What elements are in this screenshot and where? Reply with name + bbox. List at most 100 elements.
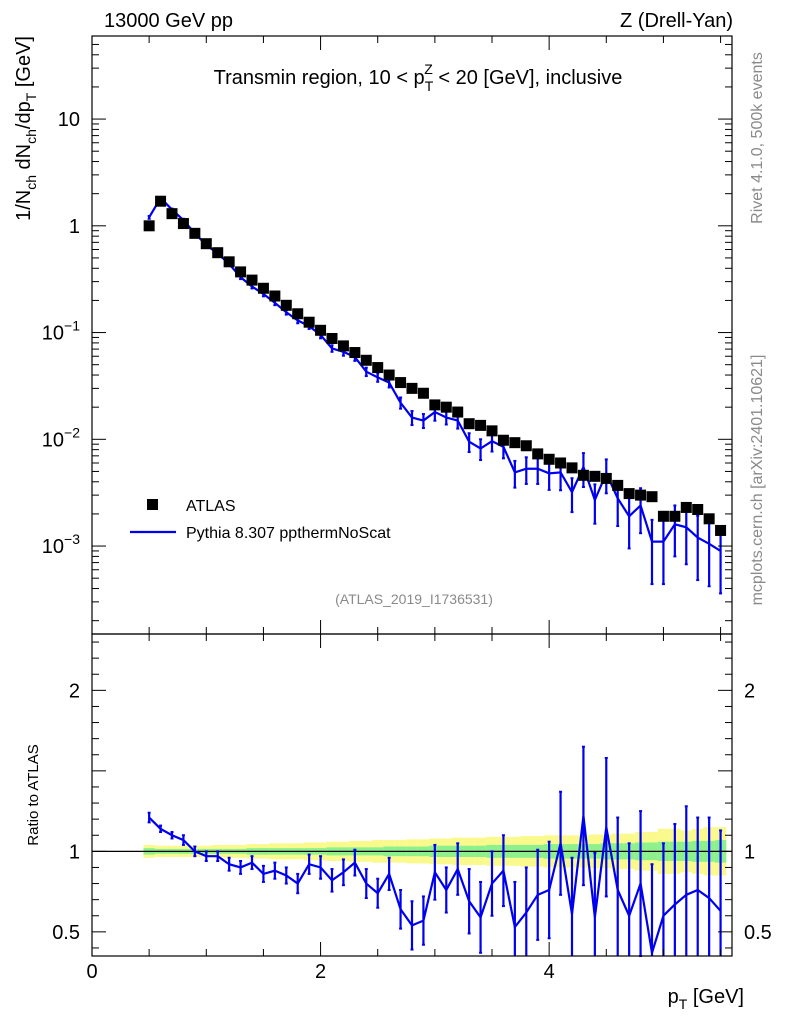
atlas-data-point <box>600 472 612 484</box>
main-title-pre: Transmin region, 10 < p <box>214 67 425 89</box>
atlas-data-point <box>715 524 727 536</box>
ylabel-c-sub: T <box>23 92 39 101</box>
main-title-sup: Z <box>424 61 433 77</box>
main-y-tick-label: 10−1 <box>42 318 80 345</box>
atlas-data-point <box>360 354 372 366</box>
atlas-data-point <box>555 457 567 469</box>
xlabel-a: p <box>668 986 679 1008</box>
atlas-data-point <box>166 208 178 220</box>
ylabel-c: /dp <box>13 101 35 129</box>
atlas-data-point <box>703 513 715 525</box>
ratio-frame <box>91 633 733 957</box>
atlas-data-point <box>692 503 704 515</box>
atlas-data-point <box>463 418 475 430</box>
atlas-data-point <box>520 440 532 452</box>
main-y-tick-label: 10−2 <box>42 424 80 451</box>
atlas-data-point <box>646 491 658 503</box>
legend-atlas-marker <box>147 499 158 510</box>
atlas-data-point <box>223 256 235 268</box>
atlas-data-point <box>657 510 669 522</box>
atlas-data-point <box>235 266 247 278</box>
atlas-data-point <box>612 479 624 491</box>
legend-mc-label: Pythia 8.307 ppthermNoScat <box>186 525 391 542</box>
legend: ATLAS Pythia 8.307 ppthermNoScat <box>130 498 391 542</box>
atlas-data-point <box>269 290 281 302</box>
ylabel-a-sub: ch <box>23 175 39 190</box>
main-y-tick-base: 10 <box>42 536 64 558</box>
legend-atlas-label: ATLAS <box>186 498 236 515</box>
atlas-data-point <box>452 406 464 418</box>
atlas-data-point <box>349 347 361 359</box>
atlas-data-point <box>475 419 487 431</box>
ylabel-b-sub: ch <box>23 129 39 144</box>
x-tick-label: 4 <box>544 961 555 983</box>
atlas-data-point <box>383 369 395 381</box>
atlas-data-point <box>143 220 155 232</box>
main-y-tick-exp: −3 <box>64 531 80 547</box>
main-plot-content <box>143 195 727 595</box>
atlas-data-point <box>669 510 681 522</box>
main-y-tick-label: 1 <box>69 216 80 238</box>
ratio-y-tick-label-right: 2 <box>744 680 755 702</box>
ratio-y-tick-label-right: 0.5 <box>744 922 772 944</box>
atlas-data-point <box>509 437 521 449</box>
atlas-data-point <box>200 238 212 250</box>
atlas-data-point <box>337 340 349 352</box>
ratio-plot-content <box>92 745 732 957</box>
main-y-tick-label: 10 <box>58 109 80 131</box>
atlas-data-point <box>212 247 224 259</box>
x-axis-label: pT [GeV] <box>668 986 744 1012</box>
atlas-data-point <box>680 501 692 513</box>
atlas-data-point <box>257 282 269 294</box>
atlas-data-point <box>155 195 167 207</box>
atlas-data-point <box>292 308 304 320</box>
xlabel-b: [GeV] <box>687 986 744 1008</box>
ratio-axis-ticks: 0.5 0.5 1 1 2 2 0 2 4 <box>52 634 772 983</box>
atlas-data-point <box>543 453 555 465</box>
ratio-y-tick-label-right: 1 <box>744 841 755 863</box>
atlas-data-point <box>417 387 429 399</box>
atlas-data-point <box>280 299 292 311</box>
atlas-data-point <box>395 377 407 389</box>
main-frame <box>91 35 733 635</box>
atlas-data-point <box>577 469 589 481</box>
ratio-y-tick-label-left: 1 <box>69 841 80 863</box>
atlas-data-point <box>429 399 441 411</box>
mcplots-label: mcplots.cern.ch [arXiv:2401.10621] <box>749 355 766 606</box>
analysis-watermark: (ATLAS_2019_I1736531) <box>335 591 493 607</box>
x-tick-label: 2 <box>315 961 326 983</box>
main-y-tick-exp: −1 <box>64 318 80 334</box>
atlas-data-point <box>635 489 647 501</box>
atlas-data-point <box>486 425 498 437</box>
atlas-data-point <box>315 324 327 336</box>
atlas-data-point <box>623 488 635 500</box>
atlas-data-point <box>189 227 201 239</box>
atlas-data-point <box>497 434 509 446</box>
atlas-data-point <box>372 362 384 374</box>
atlas-data-point <box>303 316 315 328</box>
xlabel-a-sub: T <box>679 996 688 1012</box>
atlas-data-point <box>177 218 189 230</box>
atlas-data-point <box>406 382 418 394</box>
atlas-data-point <box>532 448 544 460</box>
process-label: Z (Drell-Yan) <box>620 10 733 32</box>
atlas-data-point <box>246 274 258 286</box>
main-y-tick-exp: −2 <box>64 424 80 440</box>
ratio-y-axis-label: Ratio to ATLAS <box>25 744 42 845</box>
main-title: Transmin region, 10 < pTZ < 20 [GeV], in… <box>214 61 623 94</box>
atlas-data-point <box>566 462 578 474</box>
atlas-data-point <box>589 470 601 482</box>
ylabel-b: dN <box>13 144 35 175</box>
ratio-y-tick-label-left: 0.5 <box>52 922 80 944</box>
main-y-tick-label: 10−3 <box>42 531 80 558</box>
ratio-y-tick-label-left: 2 <box>69 680 80 702</box>
energy-label: 13000 GeV pp <box>104 10 233 32</box>
ylabel-d: [GeV] <box>13 36 35 93</box>
rivet-label: Rivet 4.1.0, 500k events <box>749 52 766 224</box>
main-title-sub: T <box>425 78 434 94</box>
atlas-data-point <box>440 401 452 413</box>
main-y-tick-base: 10 <box>42 429 64 451</box>
